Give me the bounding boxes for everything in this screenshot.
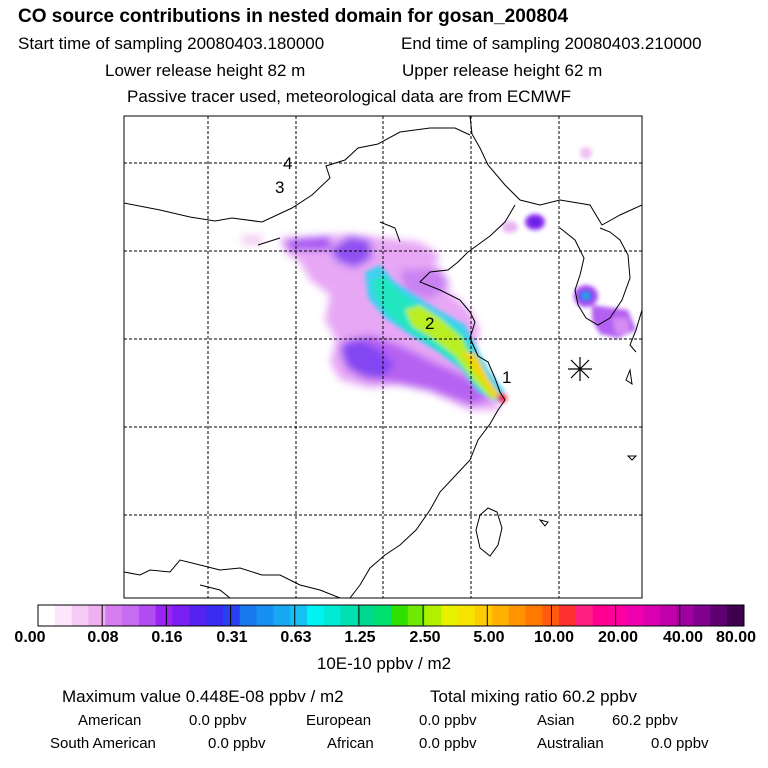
african-label: African [327,735,374,752]
african-value: 0.0 ppbv [419,735,477,752]
colorbar-frame [37,604,745,627]
colorbar-cell [290,605,308,626]
asian-value: 60.2 ppbv [612,712,678,729]
colorbar-cell [122,605,140,626]
colorbar-tick: 0.31 [216,629,248,646]
colorbar-tick: 80.00 [715,629,757,646]
colorbar-cell [609,605,627,626]
max-value-label: Maximum value 0.448E-08 ppbv / m2 [62,687,344,706]
australian-label: Australian [537,735,604,752]
colorbar-tick: 2.50 [409,629,441,646]
colorbar-tick: 10.00 [533,629,575,646]
asterisk-station-icon [568,357,592,381]
plume-field [240,234,500,410]
colorbar-cell [189,605,207,626]
colorbar-cell [256,605,274,626]
tracer-note: Passive tracer used, meteorological data… [127,87,572,106]
colorbar-cell [643,605,661,626]
upper-release-height-label: Upper release height 62 m [402,61,603,80]
colorbar-cell [626,605,644,626]
american-label: American [78,712,142,729]
colorbar-units: 10E-10 ppbv / m2 [316,654,452,673]
map-title: CO source contributions in nested domain… [18,6,569,27]
start-time-label: Start time of sampling 20080403.180000 [18,34,325,53]
colorbar-cell [491,605,510,626]
asian-label: Asian [537,712,575,729]
colorbar-tick: 40.00 [662,629,704,646]
colorbar [37,604,745,627]
end-time-label: End time of sampling 20080403.210000 [401,34,702,53]
plume-core [365,265,507,403]
colorbar-cell [340,605,358,626]
colorbar-tick: 0.16 [151,629,183,646]
colorbar-cell [54,605,73,626]
marker-4: 4 [283,154,292,173]
colorbar-cell [323,605,342,626]
colorbar-cell [559,605,577,626]
south-american-label: South American [50,735,156,752]
colorbar-cell [273,605,291,626]
colorbar-cell [710,605,728,626]
colorbar-cell [239,605,258,626]
korea-sources [502,147,636,338]
colorbar-cell [357,605,375,626]
european-label: European [306,712,372,729]
colorbar-cell [458,605,476,626]
colorbar-cell [407,605,426,626]
colorbar-tick: 5.00 [473,629,505,646]
colorbar-cell [592,605,611,626]
colorbar-tick: 0.08 [87,629,119,646]
colorbar-cell [475,605,493,626]
marker-1: 1 [502,368,511,387]
colorbar-cell [659,605,678,626]
colorbar-cell [391,605,409,626]
colorbar-tick: 0.63 [280,629,312,646]
colorbar-tick: 0.00 [14,629,46,646]
colorbar-cell [138,605,157,626]
south-american-value: 0.0 ppbv [208,735,266,752]
australian-value: 0.0 ppbv [651,735,709,752]
colorbar-cell [155,605,173,626]
lower-release-height-label: Lower release height 82 m [105,61,306,80]
colorbar-cell [727,605,745,626]
colorbar-cell [172,605,190,626]
colorbar-cell [306,605,325,626]
colorbar-cell [441,605,459,626]
marker-3: 3 [275,178,284,197]
colorbar-cell [88,605,106,626]
coastlines [124,116,642,598]
map-grid [124,116,642,598]
american-value: 0.0 ppbv [189,712,247,729]
colorbar-cell [71,605,89,626]
european-value: 0.0 ppbv [419,712,477,729]
colorbar-cell [575,605,594,626]
colorbar-cell [542,605,560,626]
colorbar-cell [206,605,224,626]
map-frame [123,115,643,599]
colorbar-cell [38,605,56,626]
colorbar-cell [374,605,392,626]
colorbar-cell [222,605,241,626]
marker-2: 2 [425,314,434,333]
colorbar-cell [693,605,711,626]
colorbar-cell [508,605,526,626]
colorbar-tick: 20.00 [597,629,639,646]
colorbar-cell [676,605,695,626]
colorbar-cell [525,605,543,626]
colorbar-cell [105,605,123,626]
total-mixing-ratio-label: Total mixing ratio 60.2 ppbv [430,687,637,706]
colorbar-cell [424,605,442,626]
colorbar-tick: 1.25 [344,629,376,646]
